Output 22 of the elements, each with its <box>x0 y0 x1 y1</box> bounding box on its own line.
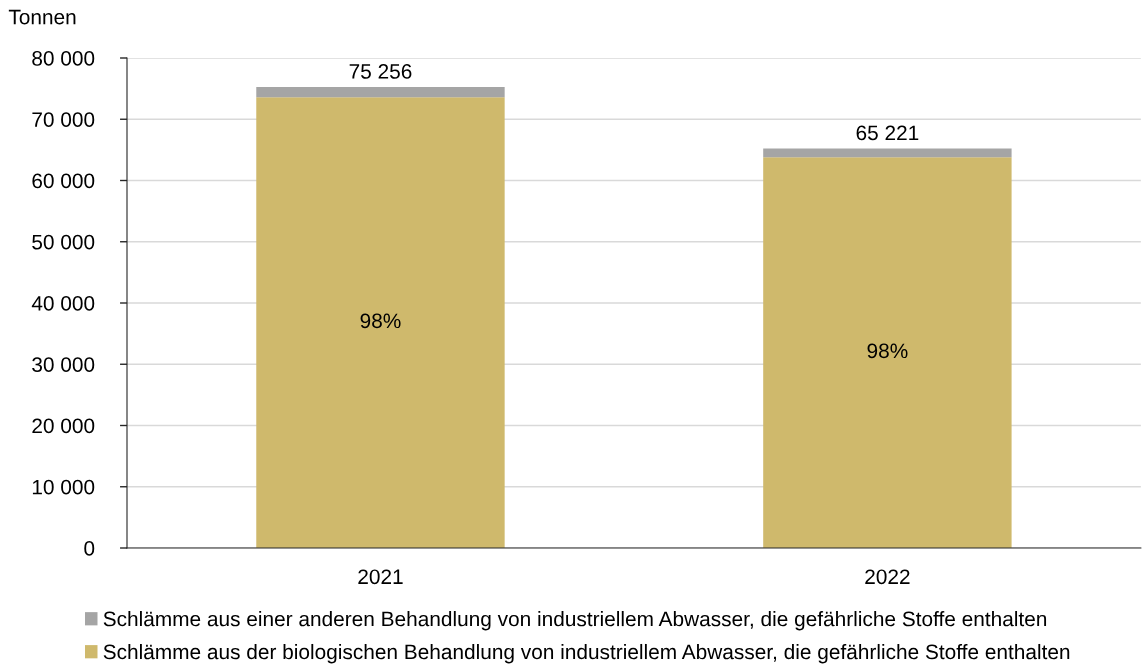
y-tick-label: 80 000 <box>32 51 95 66</box>
y-tick-label: 40 000 <box>31 296 95 311</box>
total-label: 75 256 <box>349 64 412 79</box>
total-label: 65 221 <box>856 125 919 141</box>
y-tick-label: 20 000 <box>32 418 95 434</box>
x-tick-label: 2021 <box>358 569 403 585</box>
annotation: 98% <box>867 343 908 359</box>
x-tick-label: 2022 <box>865 569 910 585</box>
bar <box>256 87 505 98</box>
bar <box>763 157 1012 548</box>
y-tick-label: 30 000 <box>32 357 95 372</box>
legend-label: Schlämme aus einer anderen Behandlung von industriellem Abwasser, die gefährliche Stoffe enthalten <box>103 611 1047 631</box>
y-tick-label: 70 000 <box>32 112 95 127</box>
y-tick-label: 60 000 <box>32 173 95 189</box>
bar <box>763 148 1012 158</box>
annotation: 98% <box>360 313 401 329</box>
y-axis-title: Tonnen <box>8 9 76 25</box>
y-tick-label: 10 000 <box>32 479 95 495</box>
y-tick-label: 0 <box>84 541 95 556</box>
bar <box>256 97 505 548</box>
y-tick-label: 50 000 <box>32 234 95 250</box>
legend-label: Schlämme aus der biologischen Behandlung von industriellem Abwasser, die gefährliche Stoffe enthalten <box>103 643 1070 664</box>
